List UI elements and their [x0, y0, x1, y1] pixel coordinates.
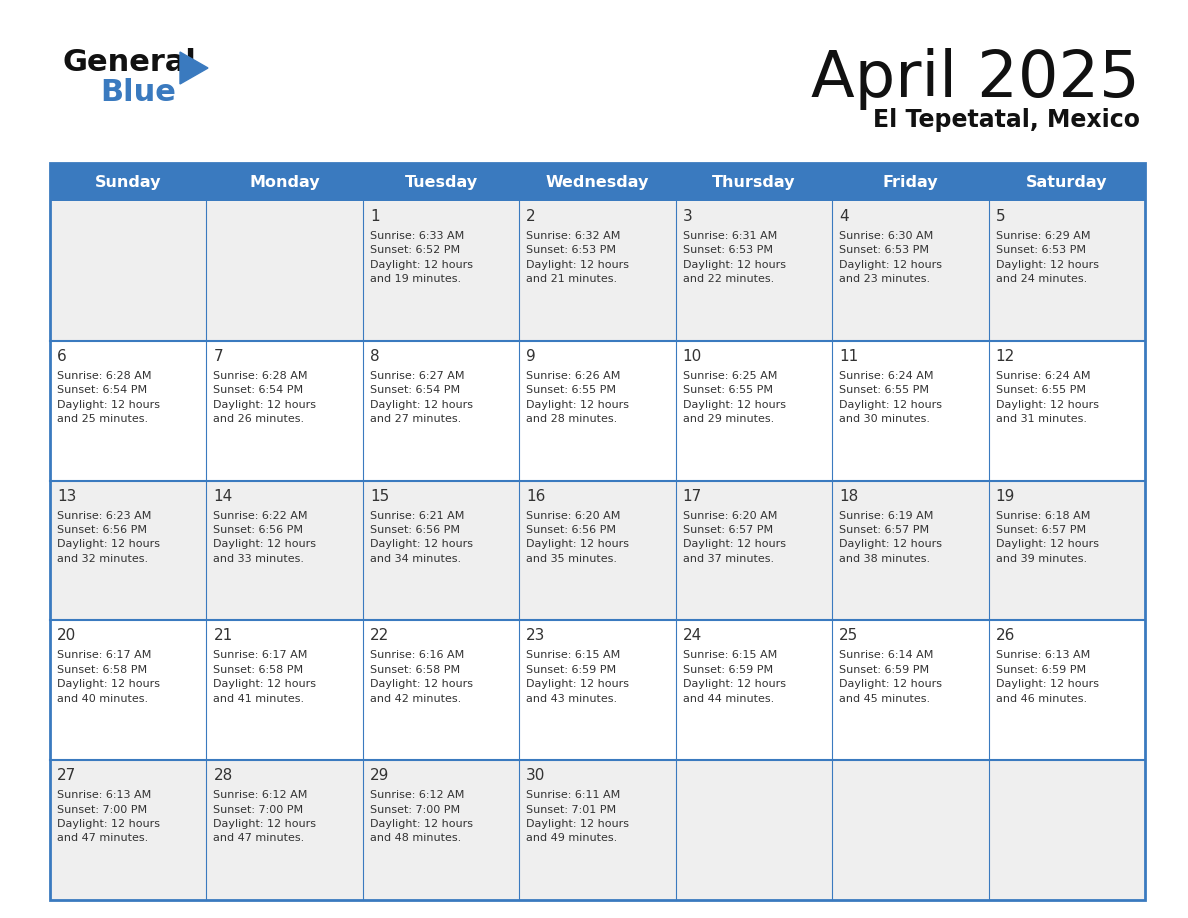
- Text: 28: 28: [214, 768, 233, 783]
- Text: General: General: [62, 48, 196, 77]
- Text: Sunrise: 6:30 AM
Sunset: 6:53 PM
Daylight: 12 hours
and 23 minutes.: Sunrise: 6:30 AM Sunset: 6:53 PM Dayligh…: [839, 231, 942, 285]
- Text: 24: 24: [683, 629, 702, 644]
- Text: Sunrise: 6:22 AM
Sunset: 6:56 PM
Daylight: 12 hours
and 33 minutes.: Sunrise: 6:22 AM Sunset: 6:56 PM Dayligh…: [214, 510, 316, 564]
- Text: 6: 6: [57, 349, 67, 364]
- Text: 9: 9: [526, 349, 536, 364]
- Text: 7: 7: [214, 349, 223, 364]
- Text: Sunrise: 6:31 AM
Sunset: 6:53 PM
Daylight: 12 hours
and 22 minutes.: Sunrise: 6:31 AM Sunset: 6:53 PM Dayligh…: [683, 231, 785, 285]
- Text: Wednesday: Wednesday: [545, 174, 649, 189]
- Text: 20: 20: [57, 629, 76, 644]
- Text: 5: 5: [996, 209, 1005, 224]
- Text: Sunrise: 6:12 AM
Sunset: 7:00 PM
Daylight: 12 hours
and 47 minutes.: Sunrise: 6:12 AM Sunset: 7:00 PM Dayligh…: [214, 790, 316, 844]
- Text: Sunrise: 6:11 AM
Sunset: 7:01 PM
Daylight: 12 hours
and 49 minutes.: Sunrise: 6:11 AM Sunset: 7:01 PM Dayligh…: [526, 790, 630, 844]
- Text: Sunrise: 6:19 AM
Sunset: 6:57 PM
Daylight: 12 hours
and 38 minutes.: Sunrise: 6:19 AM Sunset: 6:57 PM Dayligh…: [839, 510, 942, 564]
- Text: Sunrise: 6:17 AM
Sunset: 6:58 PM
Daylight: 12 hours
and 40 minutes.: Sunrise: 6:17 AM Sunset: 6:58 PM Dayligh…: [57, 650, 160, 703]
- Text: Tuesday: Tuesday: [404, 174, 478, 189]
- Text: 3: 3: [683, 209, 693, 224]
- Text: Sunrise: 6:23 AM
Sunset: 6:56 PM
Daylight: 12 hours
and 32 minutes.: Sunrise: 6:23 AM Sunset: 6:56 PM Dayligh…: [57, 510, 160, 564]
- Text: Sunrise: 6:12 AM
Sunset: 7:00 PM
Daylight: 12 hours
and 48 minutes.: Sunrise: 6:12 AM Sunset: 7:00 PM Dayligh…: [369, 790, 473, 844]
- Text: Sunrise: 6:21 AM
Sunset: 6:56 PM
Daylight: 12 hours
and 34 minutes.: Sunrise: 6:21 AM Sunset: 6:56 PM Dayligh…: [369, 510, 473, 564]
- Text: 11: 11: [839, 349, 859, 364]
- Text: 29: 29: [369, 768, 390, 783]
- Text: Sunrise: 6:28 AM
Sunset: 6:54 PM
Daylight: 12 hours
and 26 minutes.: Sunrise: 6:28 AM Sunset: 6:54 PM Dayligh…: [214, 371, 316, 424]
- Bar: [50, 341, 1145, 481]
- Text: Sunrise: 6:14 AM
Sunset: 6:59 PM
Daylight: 12 hours
and 45 minutes.: Sunrise: 6:14 AM Sunset: 6:59 PM Dayligh…: [839, 650, 942, 703]
- Text: 10: 10: [683, 349, 702, 364]
- Text: 12: 12: [996, 349, 1015, 364]
- Text: Sunrise: 6:24 AM
Sunset: 6:55 PM
Daylight: 12 hours
and 30 minutes.: Sunrise: 6:24 AM Sunset: 6:55 PM Dayligh…: [839, 371, 942, 424]
- Text: 22: 22: [369, 629, 390, 644]
- Text: Sunrise: 6:27 AM
Sunset: 6:54 PM
Daylight: 12 hours
and 27 minutes.: Sunrise: 6:27 AM Sunset: 6:54 PM Dayligh…: [369, 371, 473, 424]
- Text: 8: 8: [369, 349, 379, 364]
- Text: 17: 17: [683, 488, 702, 504]
- Text: Sunrise: 6:15 AM
Sunset: 6:59 PM
Daylight: 12 hours
and 44 minutes.: Sunrise: 6:15 AM Sunset: 6:59 PM Dayligh…: [683, 650, 785, 703]
- Text: Monday: Monday: [249, 174, 320, 189]
- Bar: [50, 481, 1145, 621]
- Text: El Tepetatal, Mexico: El Tepetatal, Mexico: [873, 108, 1140, 132]
- Text: 27: 27: [57, 768, 76, 783]
- Text: Sunrise: 6:24 AM
Sunset: 6:55 PM
Daylight: 12 hours
and 31 minutes.: Sunrise: 6:24 AM Sunset: 6:55 PM Dayligh…: [996, 371, 1099, 424]
- Polygon shape: [181, 52, 208, 84]
- Text: 14: 14: [214, 488, 233, 504]
- Text: 4: 4: [839, 209, 848, 224]
- Text: Sunrise: 6:29 AM
Sunset: 6:53 PM
Daylight: 12 hours
and 24 minutes.: Sunrise: 6:29 AM Sunset: 6:53 PM Dayligh…: [996, 231, 1099, 285]
- Text: Sunrise: 6:25 AM
Sunset: 6:55 PM
Daylight: 12 hours
and 29 minutes.: Sunrise: 6:25 AM Sunset: 6:55 PM Dayligh…: [683, 371, 785, 424]
- Text: Sunrise: 6:13 AM
Sunset: 7:00 PM
Daylight: 12 hours
and 47 minutes.: Sunrise: 6:13 AM Sunset: 7:00 PM Dayligh…: [57, 790, 160, 844]
- Bar: [50, 201, 1145, 341]
- Text: Sunrise: 6:18 AM
Sunset: 6:57 PM
Daylight: 12 hours
and 39 minutes.: Sunrise: 6:18 AM Sunset: 6:57 PM Dayligh…: [996, 510, 1099, 564]
- Text: Thursday: Thursday: [712, 174, 796, 189]
- Text: 19: 19: [996, 488, 1015, 504]
- Text: 15: 15: [369, 488, 390, 504]
- Text: Sunrise: 6:13 AM
Sunset: 6:59 PM
Daylight: 12 hours
and 46 minutes.: Sunrise: 6:13 AM Sunset: 6:59 PM Dayligh…: [996, 650, 1099, 703]
- Text: Sunrise: 6:20 AM
Sunset: 6:57 PM
Daylight: 12 hours
and 37 minutes.: Sunrise: 6:20 AM Sunset: 6:57 PM Dayligh…: [683, 510, 785, 564]
- Text: 26: 26: [996, 629, 1015, 644]
- Text: Sunrise: 6:15 AM
Sunset: 6:59 PM
Daylight: 12 hours
and 43 minutes.: Sunrise: 6:15 AM Sunset: 6:59 PM Dayligh…: [526, 650, 630, 703]
- Text: 2: 2: [526, 209, 536, 224]
- Text: Saturday: Saturday: [1026, 174, 1107, 189]
- Text: Friday: Friday: [883, 174, 939, 189]
- Text: Sunday: Sunday: [95, 174, 162, 189]
- Text: 30: 30: [526, 768, 545, 783]
- Text: Sunrise: 6:26 AM
Sunset: 6:55 PM
Daylight: 12 hours
and 28 minutes.: Sunrise: 6:26 AM Sunset: 6:55 PM Dayligh…: [526, 371, 630, 424]
- Text: Sunrise: 6:28 AM
Sunset: 6:54 PM
Daylight: 12 hours
and 25 minutes.: Sunrise: 6:28 AM Sunset: 6:54 PM Dayligh…: [57, 371, 160, 424]
- Text: April 2025: April 2025: [811, 48, 1140, 110]
- Text: Sunrise: 6:20 AM
Sunset: 6:56 PM
Daylight: 12 hours
and 35 minutes.: Sunrise: 6:20 AM Sunset: 6:56 PM Dayligh…: [526, 510, 630, 564]
- Bar: [50, 760, 1145, 900]
- Text: 21: 21: [214, 629, 233, 644]
- Bar: [50, 621, 1145, 760]
- Text: 1: 1: [369, 209, 379, 224]
- Text: Sunrise: 6:17 AM
Sunset: 6:58 PM
Daylight: 12 hours
and 41 minutes.: Sunrise: 6:17 AM Sunset: 6:58 PM Dayligh…: [214, 650, 316, 703]
- Text: 16: 16: [526, 488, 545, 504]
- Text: 25: 25: [839, 629, 859, 644]
- Text: 18: 18: [839, 488, 859, 504]
- Text: 13: 13: [57, 488, 76, 504]
- Bar: [50, 163, 1145, 201]
- Text: Sunrise: 6:33 AM
Sunset: 6:52 PM
Daylight: 12 hours
and 19 minutes.: Sunrise: 6:33 AM Sunset: 6:52 PM Dayligh…: [369, 231, 473, 285]
- Text: Blue: Blue: [100, 78, 176, 107]
- Bar: [50, 163, 1145, 900]
- Text: 23: 23: [526, 629, 545, 644]
- Text: Sunrise: 6:32 AM
Sunset: 6:53 PM
Daylight: 12 hours
and 21 minutes.: Sunrise: 6:32 AM Sunset: 6:53 PM Dayligh…: [526, 231, 630, 285]
- Text: Sunrise: 6:16 AM
Sunset: 6:58 PM
Daylight: 12 hours
and 42 minutes.: Sunrise: 6:16 AM Sunset: 6:58 PM Dayligh…: [369, 650, 473, 703]
